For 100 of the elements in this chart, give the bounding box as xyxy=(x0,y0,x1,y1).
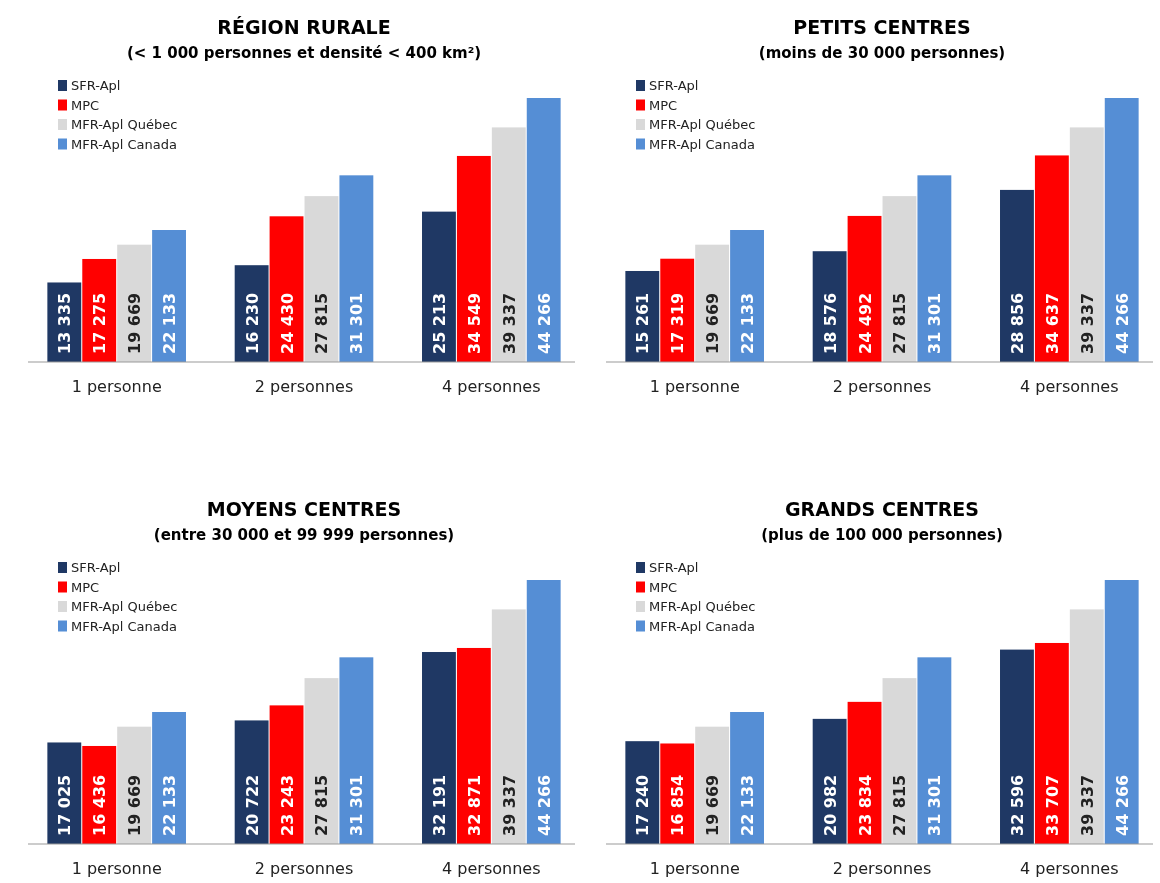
bar xyxy=(152,712,186,844)
legend-label: MPC xyxy=(649,579,678,595)
bar xyxy=(339,175,374,362)
legend-label: MFR-Apl Canada xyxy=(71,618,177,634)
data-label: 19 669 xyxy=(125,292,145,354)
bar xyxy=(152,230,186,362)
legend-label: MPC xyxy=(649,97,678,113)
legend-label: MFR-Apl Canada xyxy=(649,618,755,634)
bar xyxy=(491,609,526,844)
chart-title: GRANDS CENTRES xyxy=(785,498,979,520)
x-tick-label: 4 personnes xyxy=(442,377,541,396)
data-label: 39 337 xyxy=(499,292,519,354)
bar xyxy=(730,712,764,844)
x-tick-label: 4 personnes xyxy=(1020,377,1119,396)
bar xyxy=(526,98,561,362)
data-label: 24 492 xyxy=(855,292,875,354)
bar xyxy=(1069,609,1104,844)
data-label: 28 856 xyxy=(1007,292,1027,354)
legend-label: MFR-Apl Québec xyxy=(649,599,756,614)
data-label: 19 669 xyxy=(703,292,723,354)
x-tick-label: 2 personnes xyxy=(254,377,354,396)
data-label: 17 025 xyxy=(55,774,75,836)
data-label: 32 871 xyxy=(464,774,484,836)
x-tick-label: 1 personne xyxy=(71,377,162,396)
x-tick-label: 4 personnes xyxy=(442,859,541,878)
data-label: 39 337 xyxy=(1077,292,1097,354)
x-tick-label: 1 personne xyxy=(71,859,162,878)
data-label: 13 335 xyxy=(55,292,75,354)
bar xyxy=(526,580,561,844)
legend-label: SFR-Apl xyxy=(649,560,699,575)
legend-label: SFR-Apl xyxy=(71,560,121,575)
data-label: 16 230 xyxy=(242,292,262,354)
data-label: 15 261 xyxy=(633,292,653,354)
legend-label: MFR-Apl Canada xyxy=(71,136,177,152)
data-label: 33 707 xyxy=(1042,774,1062,836)
legend-label: MFR-Apl Québec xyxy=(71,117,178,132)
data-label: 20 722 xyxy=(242,774,262,836)
chart-title: RÉGION RURALE xyxy=(217,16,391,38)
x-tick-label: 1 personne xyxy=(649,859,740,878)
data-label: 22 133 xyxy=(738,774,758,836)
bar xyxy=(1104,98,1139,362)
bar xyxy=(491,127,526,362)
x-tick-label: 1 personne xyxy=(649,377,740,396)
data-label: 17 319 xyxy=(668,292,688,354)
bar xyxy=(304,196,339,362)
chart-subtitle: (moins de 30 000 personnes) xyxy=(758,44,1006,62)
bar xyxy=(456,647,491,844)
x-tick-label: 2 personnes xyxy=(254,859,354,878)
data-label: 22 133 xyxy=(738,292,758,354)
data-label: 23 834 xyxy=(855,774,875,836)
chart-title: PETITS CENTRES xyxy=(793,16,971,38)
legend-label: MFR-Apl Québec xyxy=(71,599,178,614)
bar xyxy=(456,155,491,362)
bar xyxy=(882,196,917,362)
data-label: 17 275 xyxy=(90,292,110,354)
bar xyxy=(422,211,456,362)
x-tick-label: 4 personnes xyxy=(1020,859,1119,878)
data-label: 23 243 xyxy=(277,774,297,836)
data-label: 16 436 xyxy=(90,774,110,836)
bar xyxy=(1104,580,1139,844)
bar xyxy=(730,230,764,362)
bar xyxy=(1069,127,1104,362)
chart-subtitle: (entre 30 000 et 99 999 personnes) xyxy=(153,526,455,544)
data-label: 19 669 xyxy=(703,774,723,836)
data-label: 22 133 xyxy=(160,774,180,836)
legend-label: SFR-Apl xyxy=(649,78,699,93)
data-label: 34 549 xyxy=(464,292,484,354)
bar xyxy=(1000,189,1034,362)
legend-label: MPC xyxy=(71,579,100,595)
chart-subtitle: (plus de 100 000 personnes) xyxy=(761,526,1003,544)
legend-label: SFR-Apl xyxy=(71,78,121,93)
bar xyxy=(304,678,339,844)
bar xyxy=(882,678,917,844)
data-label: 16 854 xyxy=(668,774,688,836)
bar xyxy=(1034,155,1069,362)
x-tick-label: 2 personnes xyxy=(832,377,932,396)
data-label: 27 815 xyxy=(890,774,910,836)
bar xyxy=(234,720,269,844)
data-label: 32 596 xyxy=(1007,774,1027,836)
data-label: 25 213 xyxy=(429,292,449,354)
data-label: 44 266 xyxy=(534,292,554,354)
data-label: 27 815 xyxy=(312,292,332,354)
data-label: 39 337 xyxy=(1077,774,1097,836)
data-label: 18 576 xyxy=(820,292,840,354)
bar xyxy=(917,657,952,844)
bar xyxy=(422,652,456,844)
data-label: 34 637 xyxy=(1042,292,1062,354)
bar xyxy=(1034,642,1069,844)
bar xyxy=(917,175,952,362)
data-label: 31 301 xyxy=(347,774,367,836)
legend-label: MFR-Apl Québec xyxy=(649,117,756,132)
x-tick-label: 2 personnes xyxy=(832,859,932,878)
data-label: 24 430 xyxy=(277,292,297,354)
legend-label: MPC xyxy=(71,97,100,113)
data-label: 39 337 xyxy=(499,774,519,836)
bar xyxy=(339,657,374,844)
data-label: 31 301 xyxy=(347,292,367,354)
data-label: 31 301 xyxy=(925,292,945,354)
legend-label: MFR-Apl Canada xyxy=(649,136,755,152)
chart-subtitle: (< 1 000 personnes et densité < 400 km²) xyxy=(126,44,482,62)
